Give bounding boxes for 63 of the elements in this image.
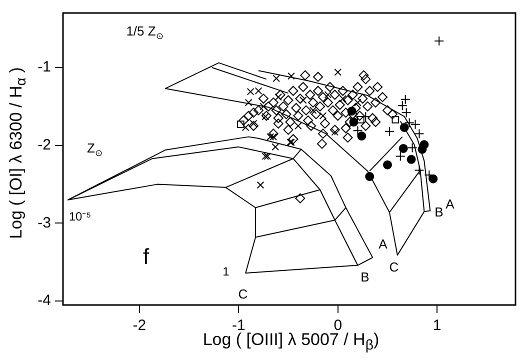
point [244, 98, 252, 106]
annotation: C [238, 286, 248, 302]
point [331, 128, 339, 136]
point [398, 144, 408, 153]
annotation: B [360, 270, 370, 285]
point [294, 122, 302, 130]
point [274, 93, 282, 101]
annotation: 10⁻⁵ [68, 209, 92, 224]
point [254, 87, 262, 95]
point [352, 126, 363, 136]
point [319, 112, 327, 120]
point [256, 181, 264, 189]
annotation: B [434, 204, 444, 220]
y-tick-label: -4 [38, 292, 51, 310]
x-tick-label: 1 [432, 317, 442, 334]
point [242, 124, 250, 132]
point [392, 116, 400, 124]
point [272, 74, 280, 82]
point [414, 165, 424, 176]
point [354, 98, 362, 106]
point [262, 112, 270, 120]
annotation: 1 [222, 264, 230, 278]
point [266, 133, 274, 140]
point [428, 174, 438, 184]
annotation: A [378, 236, 388, 252]
point [406, 154, 416, 164]
point [262, 152, 270, 160]
point [384, 126, 394, 136]
point [357, 132, 366, 141]
point [339, 94, 347, 102]
annotation: Z⊙ [87, 140, 103, 158]
annotation: f [142, 244, 150, 270]
point [270, 133, 278, 140]
point [272, 143, 280, 151]
y-tick-label: -1 [38, 58, 51, 76]
point [288, 72, 295, 80]
point [357, 116, 364, 124]
point [236, 120, 244, 128]
annotation: 1/5 Z⊙ [126, 24, 164, 42]
x-tick-label: -2 [132, 317, 146, 334]
point [246, 88, 254, 96]
point [365, 172, 374, 182]
y-tick-label: -2 [38, 136, 51, 154]
point [395, 151, 406, 162]
annotation: A [446, 196, 455, 212]
point [434, 36, 444, 46]
annotation: C [389, 260, 399, 275]
point [414, 128, 424, 139]
point [250, 120, 258, 128]
point [309, 106, 317, 114]
point [324, 91, 332, 98]
point [382, 160, 392, 170]
point [400, 94, 410, 104]
point [410, 119, 420, 130]
point [260, 102, 268, 110]
point [404, 118, 414, 128]
point [299, 96, 307, 104]
point [360, 112, 371, 122]
point [400, 122, 409, 132]
y-tick-label: -3 [38, 214, 51, 232]
point [407, 142, 418, 153]
point [334, 68, 342, 76]
point [264, 152, 272, 160]
